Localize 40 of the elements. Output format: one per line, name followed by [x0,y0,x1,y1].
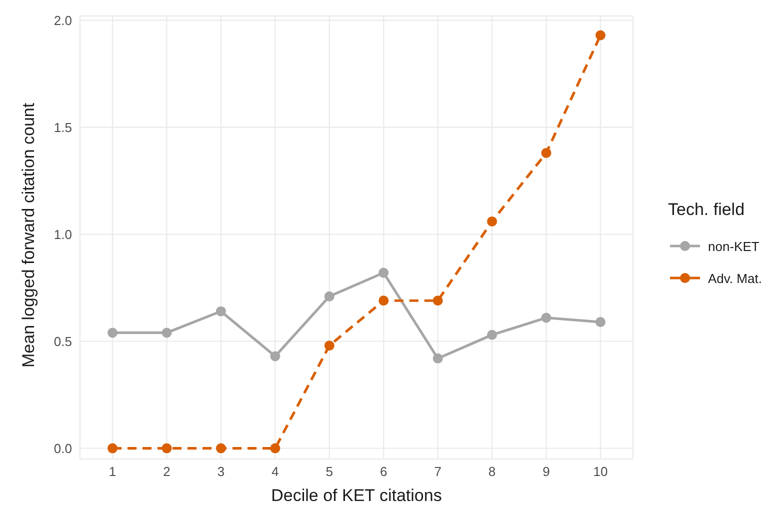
x-tick-label: 9 [542,464,550,480]
y-axis-title: Mean logged forward citation count [19,102,38,368]
point [108,328,118,338]
point [108,443,118,454]
y-tick-label: 0.0 [54,440,72,456]
point [324,291,334,302]
x-tick-label: 10 [593,464,608,480]
point [270,351,280,362]
point [162,443,172,454]
x-tick-label: 1 [108,464,116,480]
point [216,443,226,454]
point [432,296,443,306]
legend-label: non-KET [708,238,760,254]
y-tick-label: 1.5 [54,120,72,135]
x-tick-label: 8 [488,464,496,480]
x-tick-label: 6 [380,464,388,480]
point [595,30,606,40]
y-tick-label: 2.0 [54,12,72,28]
legend-label: Adv. Mat. [708,270,762,286]
point [378,268,389,278]
x-tick-label: 2 [163,464,170,480]
legend-title: Tech. field [668,200,746,220]
x-axis-title: Decile of KET citations [271,486,442,505]
point [541,148,552,158]
point [324,340,334,351]
x-tick-label: 4 [272,464,279,480]
point [270,443,280,454]
point [487,330,498,340]
point [541,312,552,323]
point [487,216,498,226]
point [216,306,226,316]
x-tick-label: 7 [434,464,442,480]
point [162,328,172,338]
x-tick-label: 3 [217,464,225,480]
point [432,353,443,364]
y-tick-label: 0.5 [54,334,72,349]
point [595,317,606,328]
point [378,296,389,306]
y-tick-label: 1.0 [54,226,72,242]
x-tick-label: 5 [326,464,334,480]
